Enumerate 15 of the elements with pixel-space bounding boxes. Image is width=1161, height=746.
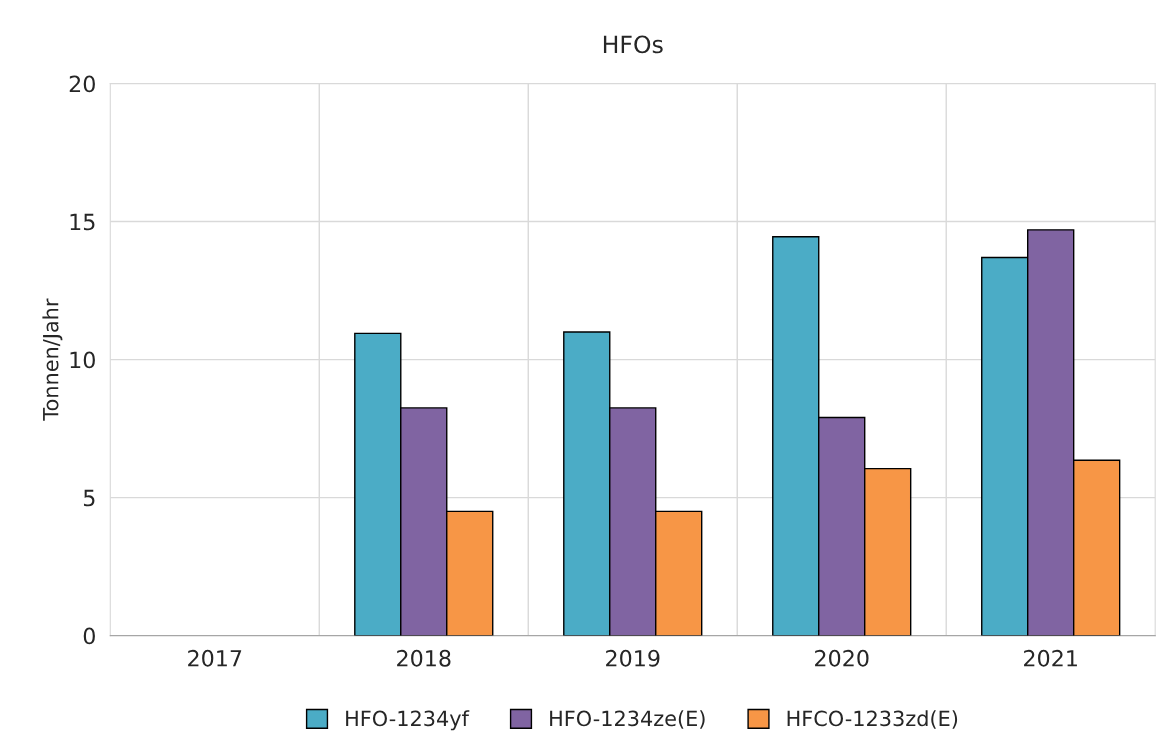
y-tick-label: 0 xyxy=(83,627,95,645)
y-tick-label: 10 xyxy=(70,351,95,369)
chart-title: HFOs xyxy=(603,35,663,54)
x-tick-label: 2021 xyxy=(1024,649,1077,667)
x-tick-label: 2019 xyxy=(606,649,660,667)
y-tick-label: 20 xyxy=(69,75,95,93)
y-tick-label: 5 xyxy=(83,489,95,507)
legend-label: HFO-1234ze(E) xyxy=(550,710,705,729)
x-tick-label: 2018 xyxy=(397,649,451,667)
x-tick-label: 2020 xyxy=(815,649,869,667)
x-tick-label: 2017 xyxy=(188,649,242,667)
y-tick-label: 15 xyxy=(70,213,95,231)
legend-label: HFCO-1233zd(E) xyxy=(787,710,958,729)
y-axis-title: Tonnen/Jahr xyxy=(42,298,63,421)
legend-label: HFO-1234yf xyxy=(346,710,470,731)
